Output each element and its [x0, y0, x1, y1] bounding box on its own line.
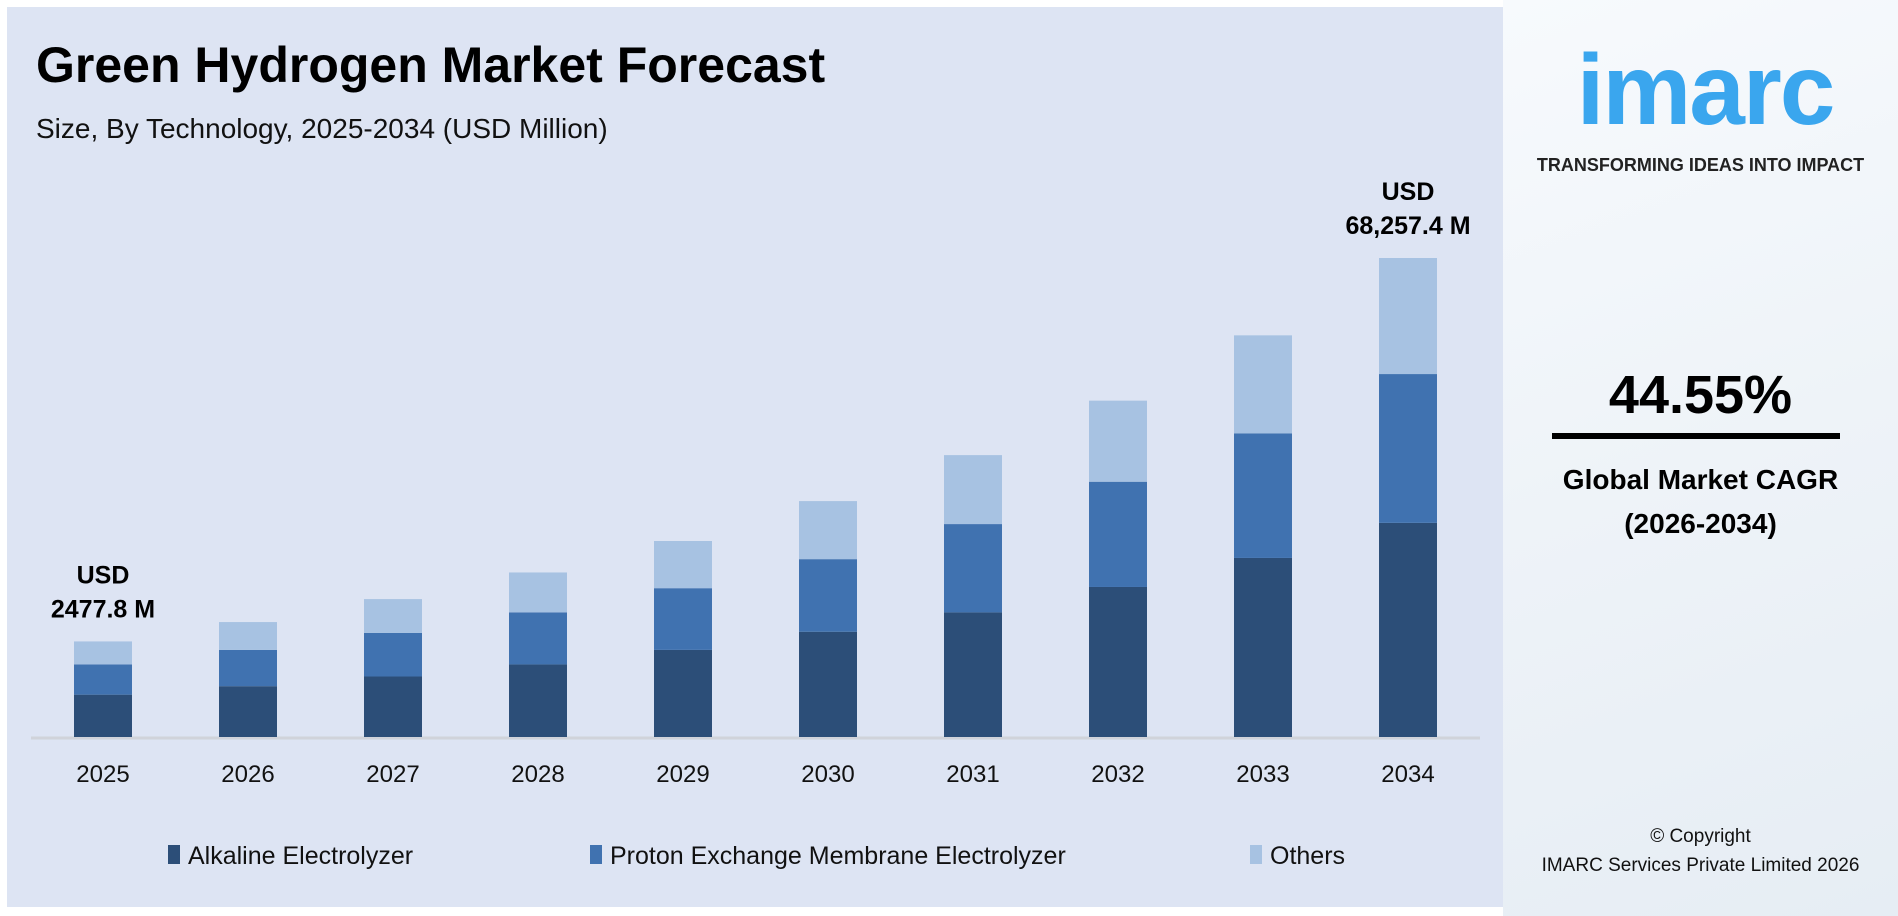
x-tick-label: 2034 [1381, 761, 1434, 788]
bar-2031-others [944, 455, 1002, 525]
bar-2032-proton-exchange-membrane-electrolyzer [1089, 481, 1147, 587]
bar-2029-others [654, 541, 712, 589]
legend-label: Alkaline Electrolyzer [188, 842, 413, 870]
cagr-label-line2: (2026-2034) [1624, 508, 1777, 539]
chart-title: Green Hydrogen Market Forecast [36, 37, 826, 93]
copyright-line2: IMARC Services Private Limited 2026 [1541, 855, 1860, 876]
bar-2034-proton-exchange-membrane-electrolyzer [1379, 374, 1437, 523]
bar-2030-proton-exchange-membrane-electrolyzer [799, 559, 857, 632]
bar-2025-proton-exchange-membrane-electrolyzer [74, 664, 132, 695]
legend-swatch [168, 845, 180, 864]
bar-2028-others [509, 572, 567, 613]
bar-2034-alkaline-electrolyzer [1379, 522, 1437, 737]
chart-subtitle: Size, By Technology, 2025-2034 (USD Mill… [36, 113, 608, 144]
data-label-line1: USD [77, 561, 130, 589]
bar-2033-proton-exchange-membrane-electrolyzer [1234, 433, 1292, 558]
x-tick-label: 2029 [656, 761, 709, 788]
bar-2032-alkaline-electrolyzer [1089, 586, 1147, 737]
bar-2031-alkaline-electrolyzer [944, 612, 1002, 737]
x-tick-label: 2027 [366, 761, 419, 788]
x-tick-label: 2030 [801, 761, 854, 788]
side-panel [1503, 0, 1898, 916]
imarc-logo: imarc [1576, 34, 1836, 146]
legend-swatch [590, 845, 602, 864]
bar-2028-proton-exchange-membrane-electrolyzer [509, 612, 567, 665]
bar-2027-alkaline-electrolyzer [364, 676, 422, 737]
copyright: © Copyright IMARC Services Private Limite… [1503, 822, 1898, 880]
data-label-line2: 68,257.4 M [1345, 212, 1470, 240]
divider [1552, 433, 1840, 439]
bar-2030-others [799, 501, 857, 560]
bar-2025-others [74, 641, 132, 665]
bar-2030-alkaline-electrolyzer [799, 631, 857, 737]
data-label-line2: 2477.8 M [51, 595, 155, 623]
bar-2027-others [364, 599, 422, 633]
brand-tagline: TRANSFORMING IDEAS INTO IMPACT [1536, 155, 1865, 175]
bar-chart: 2025 2026 2027 2028 2029 2030 2031 2032 2033 2034… [31, 178, 1480, 870]
x-tick-label: 2032 [1091, 761, 1144, 788]
x-tick-label: 2026 [221, 761, 274, 788]
bar-2028-alkaline-electrolyzer [509, 664, 567, 737]
cagr-label-line1: Global Market CAGR [1562, 464, 1839, 495]
x-tick-label: 2031 [946, 761, 999, 788]
cagr-value: 44.55% [1608, 365, 1793, 425]
data-label-line1: USD [1382, 178, 1435, 206]
bar-2027-proton-exchange-membrane-electrolyzer [364, 632, 422, 677]
bar-2025-alkaline-electrolyzer [74, 694, 132, 737]
bar-2034-others [1379, 258, 1437, 375]
bar-2026-others [219, 622, 277, 650]
legend-label: Proton Exchange Membrane Electrolyzer [610, 842, 1066, 870]
bar-2033-others [1234, 335, 1292, 434]
bar-2029-proton-exchange-membrane-electrolyzer [654, 588, 712, 650]
copyright-line1: © Copyright [1650, 826, 1751, 847]
cagr-label: Global Market CAGR (2026-2034) [1503, 458, 1898, 546]
x-tick-label: 2025 [76, 761, 129, 788]
bar-2032-others [1089, 400, 1147, 482]
legend-swatch [1250, 845, 1262, 864]
x-tick-label: 2033 [1236, 761, 1289, 788]
bar-2026-alkaline-electrolyzer [219, 686, 277, 737]
x-tick-label: 2028 [511, 761, 564, 788]
bar-2033-alkaline-electrolyzer [1234, 557, 1292, 737]
legend-label: Others [1270, 842, 1345, 870]
bar-2029-alkaline-electrolyzer [654, 649, 712, 737]
bar-2026-proton-exchange-membrane-electrolyzer [219, 649, 277, 687]
bar-2031-proton-exchange-membrane-electrolyzer [944, 524, 1002, 613]
